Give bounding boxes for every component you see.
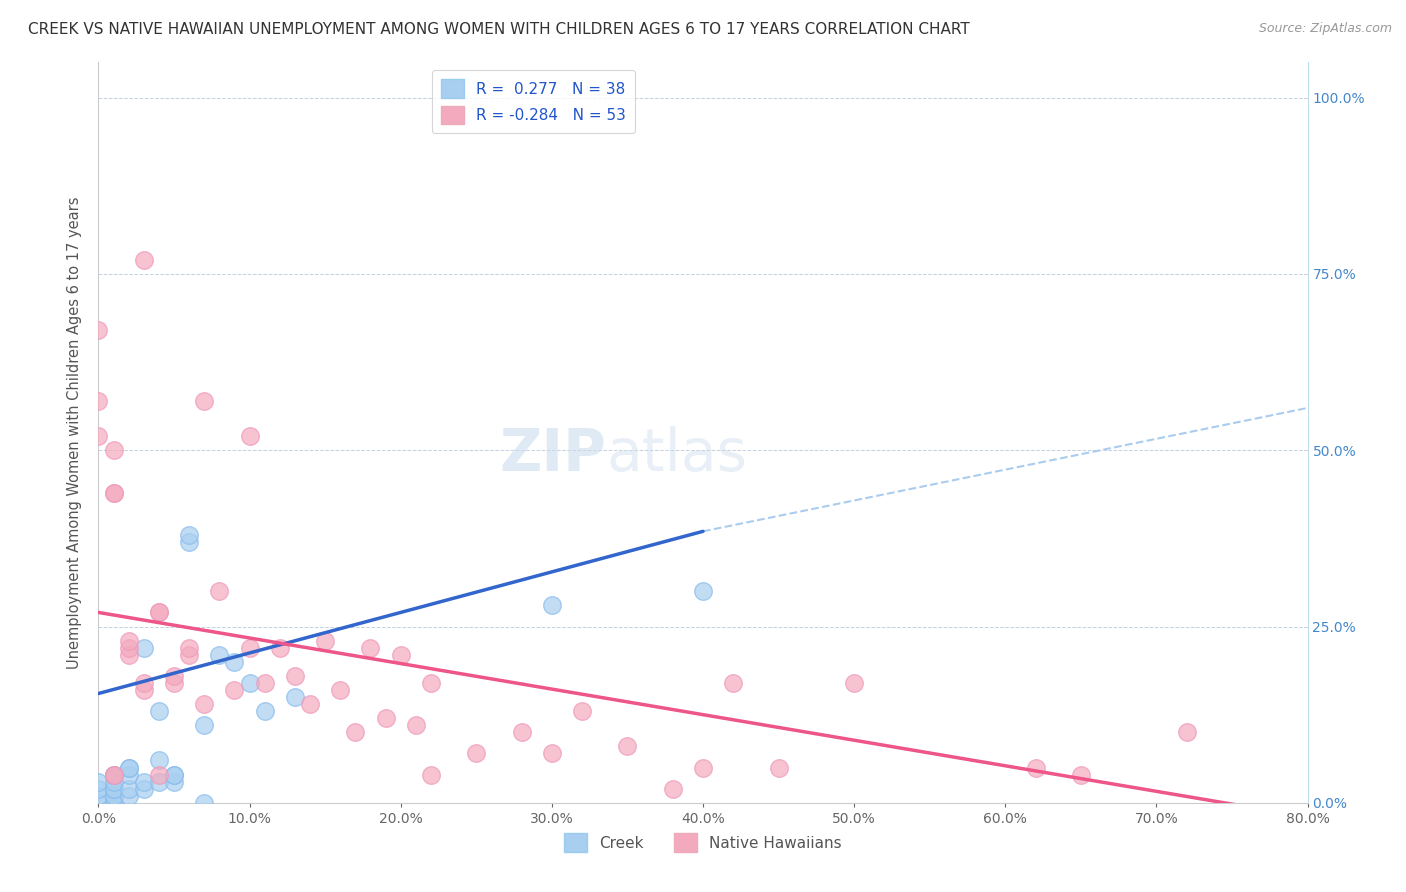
Point	[132, 640, 155, 655]
Point	[163, 767, 186, 781]
Text: CREEK VS NATIVE HAWAIIAN UNEMPLOYMENT AMONG WOMEN WITH CHILDREN AGES 6 TO 17 YEA: CREEK VS NATIVE HAWAIIAN UNEMPLOYMENT AM…	[28, 22, 970, 37]
Point	[253, 676, 276, 690]
Point	[87, 774, 110, 789]
Point	[118, 640, 141, 655]
Point	[692, 584, 714, 599]
Point	[284, 690, 307, 704]
Point	[253, 704, 276, 718]
Point	[118, 789, 141, 803]
Point	[132, 781, 155, 796]
Point	[374, 711, 396, 725]
Point	[103, 789, 125, 803]
Point	[87, 796, 110, 810]
Point	[163, 676, 186, 690]
Point	[103, 796, 125, 810]
Text: ZIP: ZIP	[499, 426, 606, 483]
Point	[1175, 725, 1198, 739]
Point	[87, 781, 110, 796]
Y-axis label: Unemployment Among Women with Children Ages 6 to 17 years: Unemployment Among Women with Children A…	[67, 196, 83, 669]
Point	[103, 796, 125, 810]
Point	[208, 648, 231, 662]
Point	[118, 767, 141, 781]
Point	[360, 640, 382, 655]
Point	[103, 767, 125, 781]
Point	[208, 584, 231, 599]
Point	[132, 774, 155, 789]
Point	[87, 323, 110, 337]
Point	[103, 789, 125, 803]
Point	[314, 633, 336, 648]
Point	[148, 606, 170, 620]
Point	[87, 429, 110, 443]
Point	[723, 676, 745, 690]
Legend: Creek, Native Hawaiians: Creek, Native Hawaiians	[558, 827, 848, 858]
Point	[132, 252, 155, 267]
Point	[344, 725, 367, 739]
Point	[87, 789, 110, 803]
Point	[148, 704, 170, 718]
Point	[163, 669, 186, 683]
Point	[103, 767, 125, 781]
Point	[510, 725, 533, 739]
Point	[179, 535, 201, 549]
Point	[179, 640, 201, 655]
Point	[540, 599, 562, 613]
Point	[193, 393, 215, 408]
Point	[224, 655, 246, 669]
Point	[224, 683, 246, 698]
Point	[103, 443, 125, 458]
Point	[132, 683, 155, 698]
Point	[420, 767, 443, 781]
Point	[103, 781, 125, 796]
Point	[420, 676, 443, 690]
Point	[329, 683, 352, 698]
Point	[692, 760, 714, 774]
Point	[148, 754, 170, 768]
Point	[118, 633, 141, 648]
Point	[405, 718, 427, 732]
Point	[132, 676, 155, 690]
Point	[616, 739, 638, 754]
Point	[269, 640, 291, 655]
Point	[163, 767, 186, 781]
Point	[661, 781, 683, 796]
Point	[103, 767, 125, 781]
Point	[179, 648, 201, 662]
Point	[163, 774, 186, 789]
Point	[118, 760, 141, 774]
Point	[148, 767, 170, 781]
Point	[148, 606, 170, 620]
Point	[118, 760, 141, 774]
Point	[179, 528, 201, 542]
Point	[103, 485, 125, 500]
Point	[540, 747, 562, 761]
Point	[239, 640, 262, 655]
Point	[148, 774, 170, 789]
Point	[103, 774, 125, 789]
Point	[571, 704, 593, 718]
Point	[103, 767, 125, 781]
Point	[193, 697, 215, 711]
Point	[239, 676, 262, 690]
Point	[118, 781, 141, 796]
Point	[239, 429, 262, 443]
Point	[118, 648, 141, 662]
Text: atlas: atlas	[606, 426, 747, 483]
Point	[193, 796, 215, 810]
Point	[768, 760, 790, 774]
Point	[284, 669, 307, 683]
Point	[1070, 767, 1092, 781]
Text: Source: ZipAtlas.com: Source: ZipAtlas.com	[1258, 22, 1392, 36]
Point	[299, 697, 322, 711]
Point	[103, 485, 125, 500]
Point	[844, 676, 866, 690]
Point	[465, 747, 488, 761]
Point	[193, 718, 215, 732]
Point	[1024, 760, 1046, 774]
Point	[103, 781, 125, 796]
Point	[389, 648, 412, 662]
Point	[87, 393, 110, 408]
